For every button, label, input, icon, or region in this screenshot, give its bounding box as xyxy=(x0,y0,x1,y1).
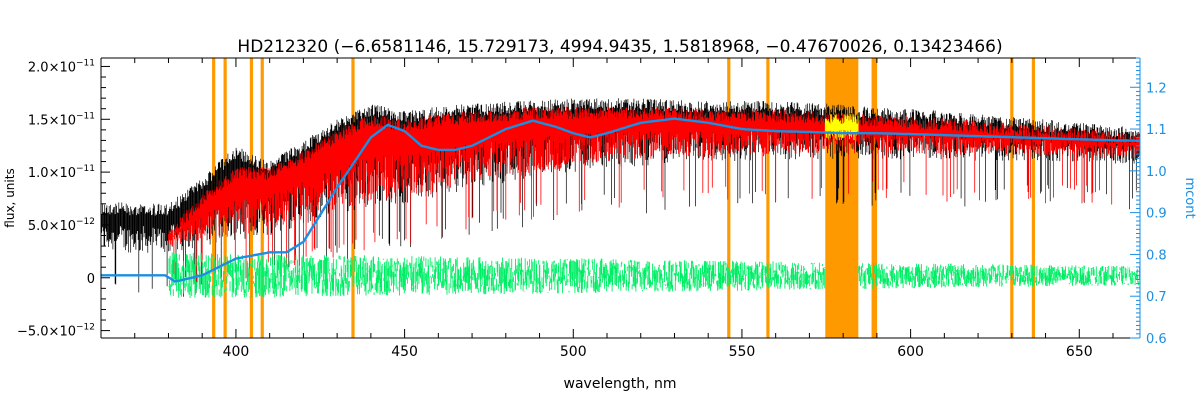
y2-tick-label: 1.0 xyxy=(1146,165,1167,180)
y2-axis-label-group: mcont xyxy=(1182,177,1197,218)
y-axis-label: flux, units xyxy=(3,168,17,227)
y-tick-label: 2.0×10−11 xyxy=(28,58,95,75)
y2-tick-label: 1.1 xyxy=(1146,123,1167,138)
continuum-series xyxy=(101,117,1140,283)
x-tick-label: 400 xyxy=(223,344,250,360)
model-flux-series xyxy=(168,106,1140,288)
masked-line xyxy=(1031,58,1036,338)
masked-line xyxy=(871,58,875,338)
y2-tick-label: 0.7 xyxy=(1146,290,1167,305)
masked-line xyxy=(727,58,731,338)
y-tick-label: −5.0×10−12 xyxy=(17,323,95,340)
x-tick-label: 500 xyxy=(560,344,587,360)
y-tick-label: 5.0×10−12 xyxy=(28,217,95,234)
x-axis-label: wavelength, nm xyxy=(564,376,677,392)
residual-series xyxy=(168,252,1140,298)
masked-model-series xyxy=(824,114,859,141)
masked-line xyxy=(766,58,770,338)
y2-tick-label: 0.8 xyxy=(1146,248,1167,263)
masked-line xyxy=(1010,58,1014,338)
x-tick-label: 550 xyxy=(729,344,756,360)
x-tick-label: 650 xyxy=(1066,344,1093,360)
y2-tick-label: 0.9 xyxy=(1146,207,1167,222)
axes: 400 450 500 550 600 650 −5.0×10−12 0 5.0×10−12 1.… xyxy=(17,57,1167,360)
masked-region xyxy=(825,58,859,338)
x-tick-label: 450 xyxy=(391,344,418,360)
y2-tick-label: 1.2 xyxy=(1146,81,1167,96)
y-tick-label: 0 xyxy=(87,272,95,287)
y2-axis-label: mcont xyxy=(1182,177,1197,218)
y2-tick-label: 0.6 xyxy=(1146,332,1167,347)
chart-title: HD212320 (−6.6581146, 15.729173, 4994.94… xyxy=(237,37,1002,57)
y-tick-label: 1.5×10−11 xyxy=(28,111,95,128)
y-tick-label: 1.0×10−11 xyxy=(28,164,95,181)
x-tick-label: 600 xyxy=(897,344,924,360)
y-axis-label-group: flux, units xyxy=(3,168,17,227)
plot-area xyxy=(101,58,1140,338)
